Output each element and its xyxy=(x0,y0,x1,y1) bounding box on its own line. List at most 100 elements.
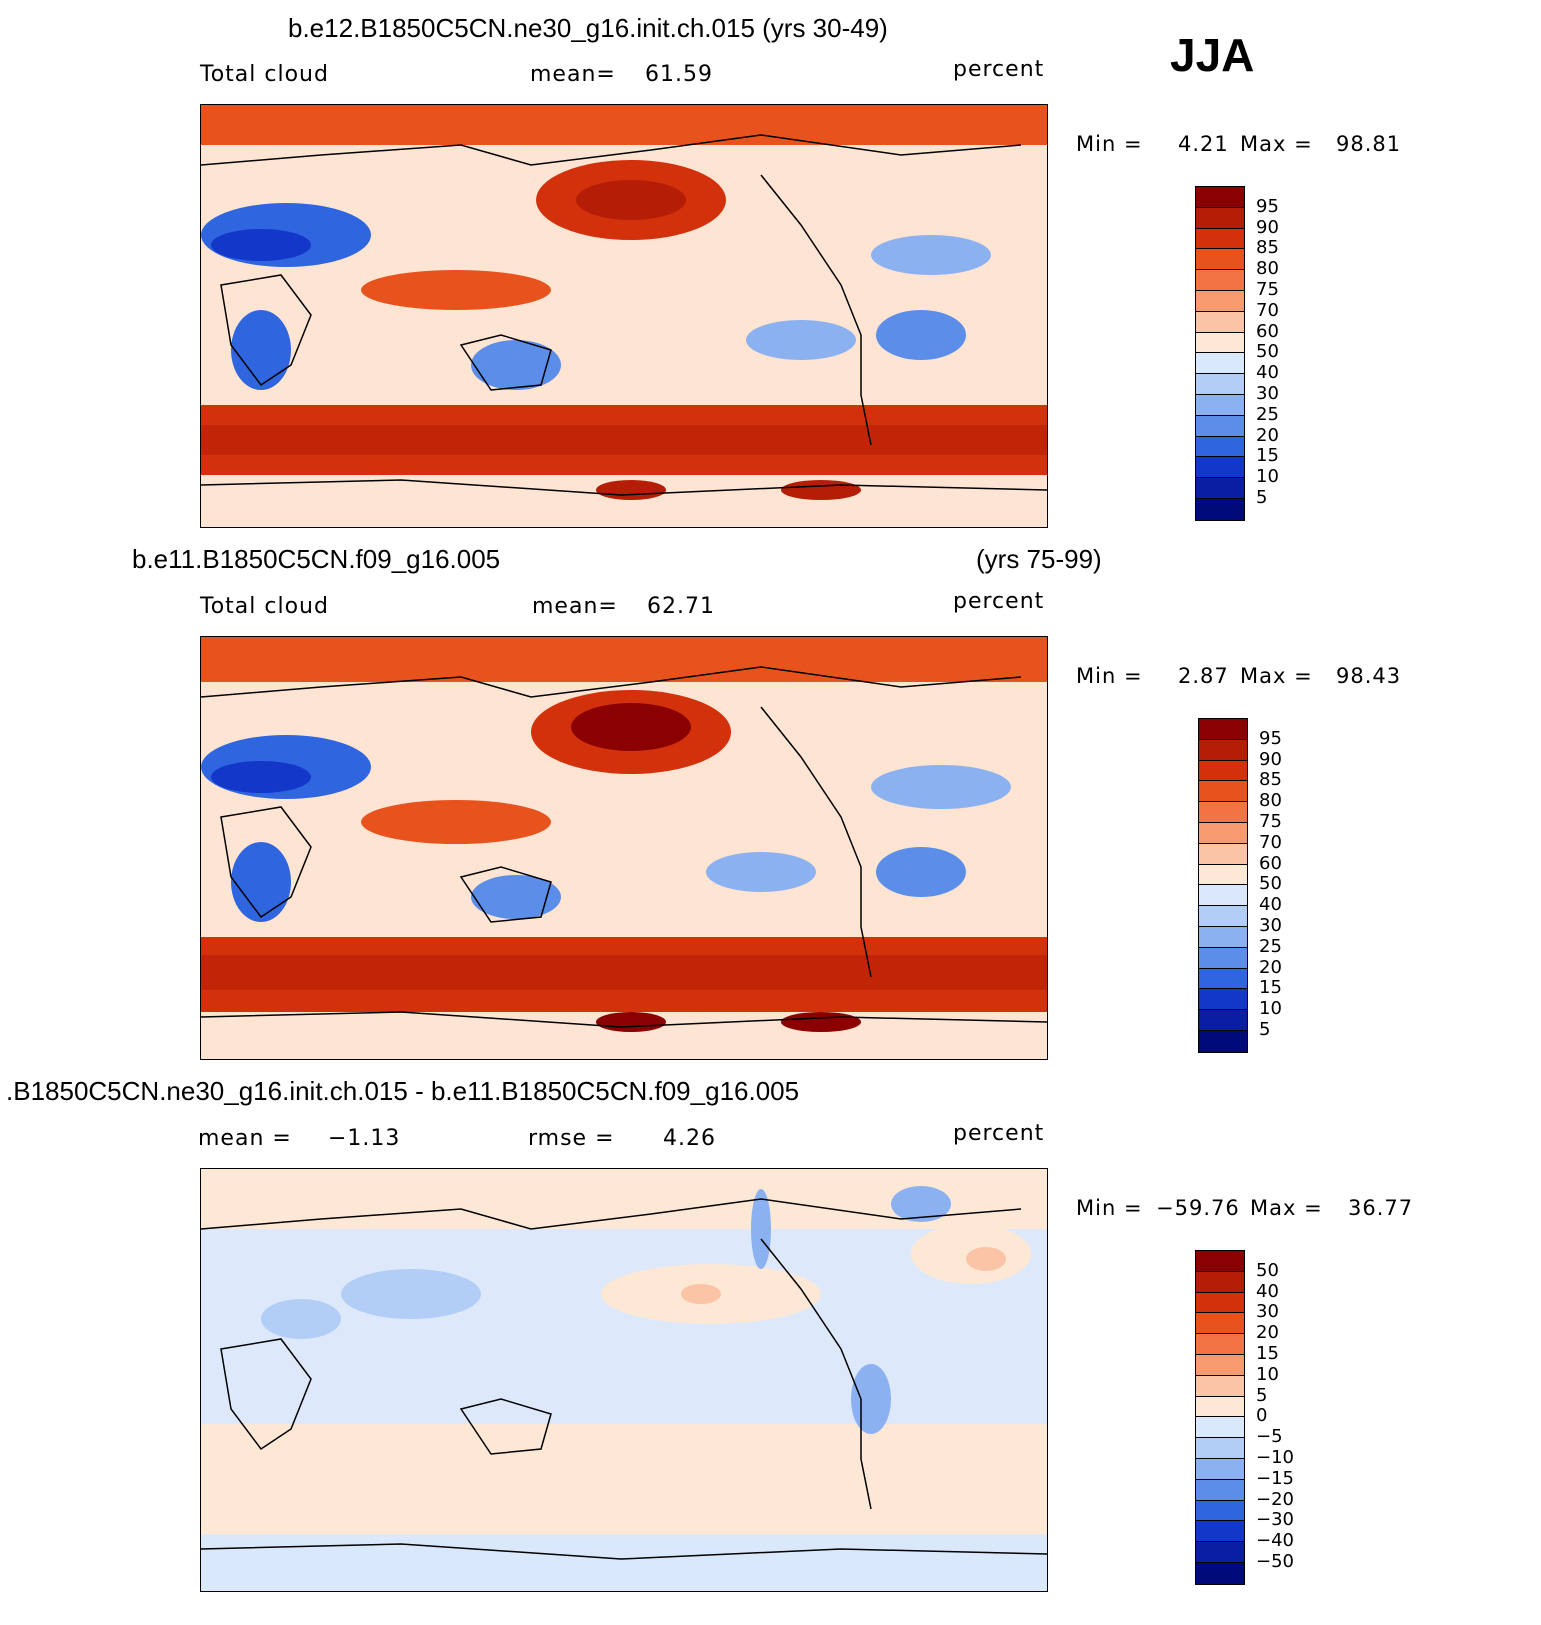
colorbar-swatch xyxy=(1196,457,1244,479)
colorbar-tick-label: 95 xyxy=(1259,727,1282,749)
panel3-max-value: 36.77 xyxy=(1348,1196,1414,1220)
colorbar-swatch xyxy=(1196,1334,1244,1355)
colorbar-tick-label: −50 xyxy=(1256,1551,1294,1572)
colorbar-tick-label: 85 xyxy=(1259,769,1282,791)
colorbar-tick-label: −5 xyxy=(1256,1426,1283,1448)
colorbar-tick-label: 70 xyxy=(1259,831,1282,853)
colorbar-swatch xyxy=(1196,1479,1244,1501)
panel3-title: .B1850C5CN.ne30_g16.init.ch.015 - b.e11.… xyxy=(6,1076,800,1106)
panel2-units: percent xyxy=(953,589,1045,614)
colorbar-tick-label: −10 xyxy=(1256,1447,1294,1468)
colorbar-swatch xyxy=(1196,1438,1244,1459)
panel2-max-label: Max = xyxy=(1240,664,1313,688)
colorbar-swatch xyxy=(1196,228,1244,250)
colorbar-swatch xyxy=(1196,1251,1244,1272)
colorbar-swatch xyxy=(1199,906,1247,927)
colorbar-tick-label: 20 xyxy=(1259,956,1282,978)
colorbar-tick-label: 80 xyxy=(1256,258,1279,280)
panel3-map xyxy=(200,1168,1048,1592)
colorbar-tick-label: 15 xyxy=(1256,1343,1279,1364)
colorbar-swatch xyxy=(1196,415,1244,437)
colorbar-tick-label: 90 xyxy=(1259,748,1282,770)
colorbar-swatch xyxy=(1196,1458,1244,1480)
colorbar-swatch xyxy=(1196,311,1244,333)
colorbar-tick-label: 40 xyxy=(1256,362,1279,384)
colorbar-swatch xyxy=(1199,926,1247,948)
panel1-max-label: Max = xyxy=(1240,132,1313,156)
panel2-map-field xyxy=(201,637,1047,1059)
colorbar-tick-label: 50 xyxy=(1259,873,1282,895)
colorbar-swatch xyxy=(1196,498,1244,520)
colorbar-swatch xyxy=(1196,290,1244,312)
colorbar-tick-label: 20 xyxy=(1256,1322,1279,1344)
colorbar-tick-label: −40 xyxy=(1256,1530,1294,1552)
colorbar-tick-label: 5 xyxy=(1256,1384,1268,1406)
colorbar-tick-label: 70 xyxy=(1256,299,1279,321)
panel2-min-label: Min = xyxy=(1076,664,1143,688)
colorbar-tick-label: 10 xyxy=(1256,1363,1279,1385)
panel1-mean-value: 61.59 xyxy=(645,62,713,87)
panel3-min-label: Min = xyxy=(1076,1196,1143,1220)
panel3-mean-label: mean = xyxy=(198,1126,292,1151)
colorbar-tick-label: 0 xyxy=(1256,1405,1268,1427)
colorbar-tick-label: 50 xyxy=(1256,341,1279,363)
panel2-title-right: (yrs 75-99) xyxy=(976,544,1102,574)
panel1-colorbar xyxy=(1195,186,1245,521)
panel2-colorbar xyxy=(1198,718,1248,1053)
colorbar-swatch xyxy=(1196,249,1244,271)
colorbar-swatch xyxy=(1196,436,1244,458)
colorbar-swatch xyxy=(1196,187,1244,208)
panel2-mean-value: 62.71 xyxy=(647,594,715,619)
panel2-map xyxy=(200,636,1048,1060)
colorbar-tick-label: 60 xyxy=(1259,852,1282,874)
colorbar-tick-label: 40 xyxy=(1259,894,1282,916)
colorbar-tick-label: 5 xyxy=(1259,1019,1271,1040)
colorbar-tick-label: 80 xyxy=(1259,790,1282,812)
colorbar-swatch xyxy=(1196,1313,1244,1335)
colorbar-swatch xyxy=(1199,947,1247,969)
colorbar-swatch xyxy=(1199,739,1247,761)
panel1-min-label: Min = xyxy=(1076,132,1143,156)
colorbar-tick-label: 20 xyxy=(1256,424,1279,446)
colorbar-tick-label: 30 xyxy=(1259,915,1282,936)
panel2-mean-label: mean= xyxy=(532,594,618,619)
colorbar-swatch xyxy=(1199,843,1247,865)
colorbar-tick-label: 15 xyxy=(1256,445,1279,467)
colorbar-swatch xyxy=(1199,1010,1247,1031)
colorbar-tick-label: 25 xyxy=(1256,403,1279,425)
colorbar-swatch xyxy=(1199,822,1247,844)
colorbar-swatch xyxy=(1196,353,1244,375)
colorbar-swatch xyxy=(1196,1417,1244,1439)
colorbar-tick-label: 75 xyxy=(1259,811,1282,832)
colorbar-swatch xyxy=(1196,1500,1244,1522)
colorbar-swatch xyxy=(1196,1562,1244,1584)
panel1-units: percent xyxy=(953,57,1045,82)
panel1-map-field xyxy=(201,105,1047,527)
panel3-units: percent xyxy=(953,1121,1045,1146)
colorbar-tick-label: 25 xyxy=(1259,935,1282,957)
colorbar-swatch xyxy=(1196,1542,1244,1563)
colorbar-swatch xyxy=(1199,989,1247,1011)
colorbar-tick-label: −15 xyxy=(1256,1467,1294,1489)
colorbar-tick-label: 75 xyxy=(1256,279,1279,300)
panel1-mean-label: mean= xyxy=(530,62,616,87)
colorbar-tick-label: 40 xyxy=(1256,1280,1279,1302)
colorbar-swatch xyxy=(1196,1521,1244,1543)
colorbar-swatch xyxy=(1199,968,1247,990)
colorbar-swatch xyxy=(1199,781,1247,803)
panel3-colorbar xyxy=(1195,1250,1245,1585)
colorbar-tick-label: 10 xyxy=(1259,998,1282,1020)
colorbar-swatch xyxy=(1199,719,1247,740)
colorbar-swatch xyxy=(1196,1292,1244,1314)
colorbar-tick-label: 30 xyxy=(1256,383,1279,404)
colorbar-tick-label: 5 xyxy=(1256,487,1268,508)
panel1-map xyxy=(200,104,1048,528)
colorbar-swatch xyxy=(1196,394,1244,416)
colorbar-swatch xyxy=(1196,1271,1244,1293)
panel3-mean-value: −1.13 xyxy=(328,1126,401,1151)
colorbar-tick-label: 15 xyxy=(1259,977,1282,999)
colorbar-tick-label: 10 xyxy=(1256,466,1279,488)
colorbar-tick-label: 30 xyxy=(1256,1301,1279,1323)
colorbar-tick-label: 95 xyxy=(1256,195,1279,217)
panel3-max-label: Max = xyxy=(1250,1196,1323,1220)
